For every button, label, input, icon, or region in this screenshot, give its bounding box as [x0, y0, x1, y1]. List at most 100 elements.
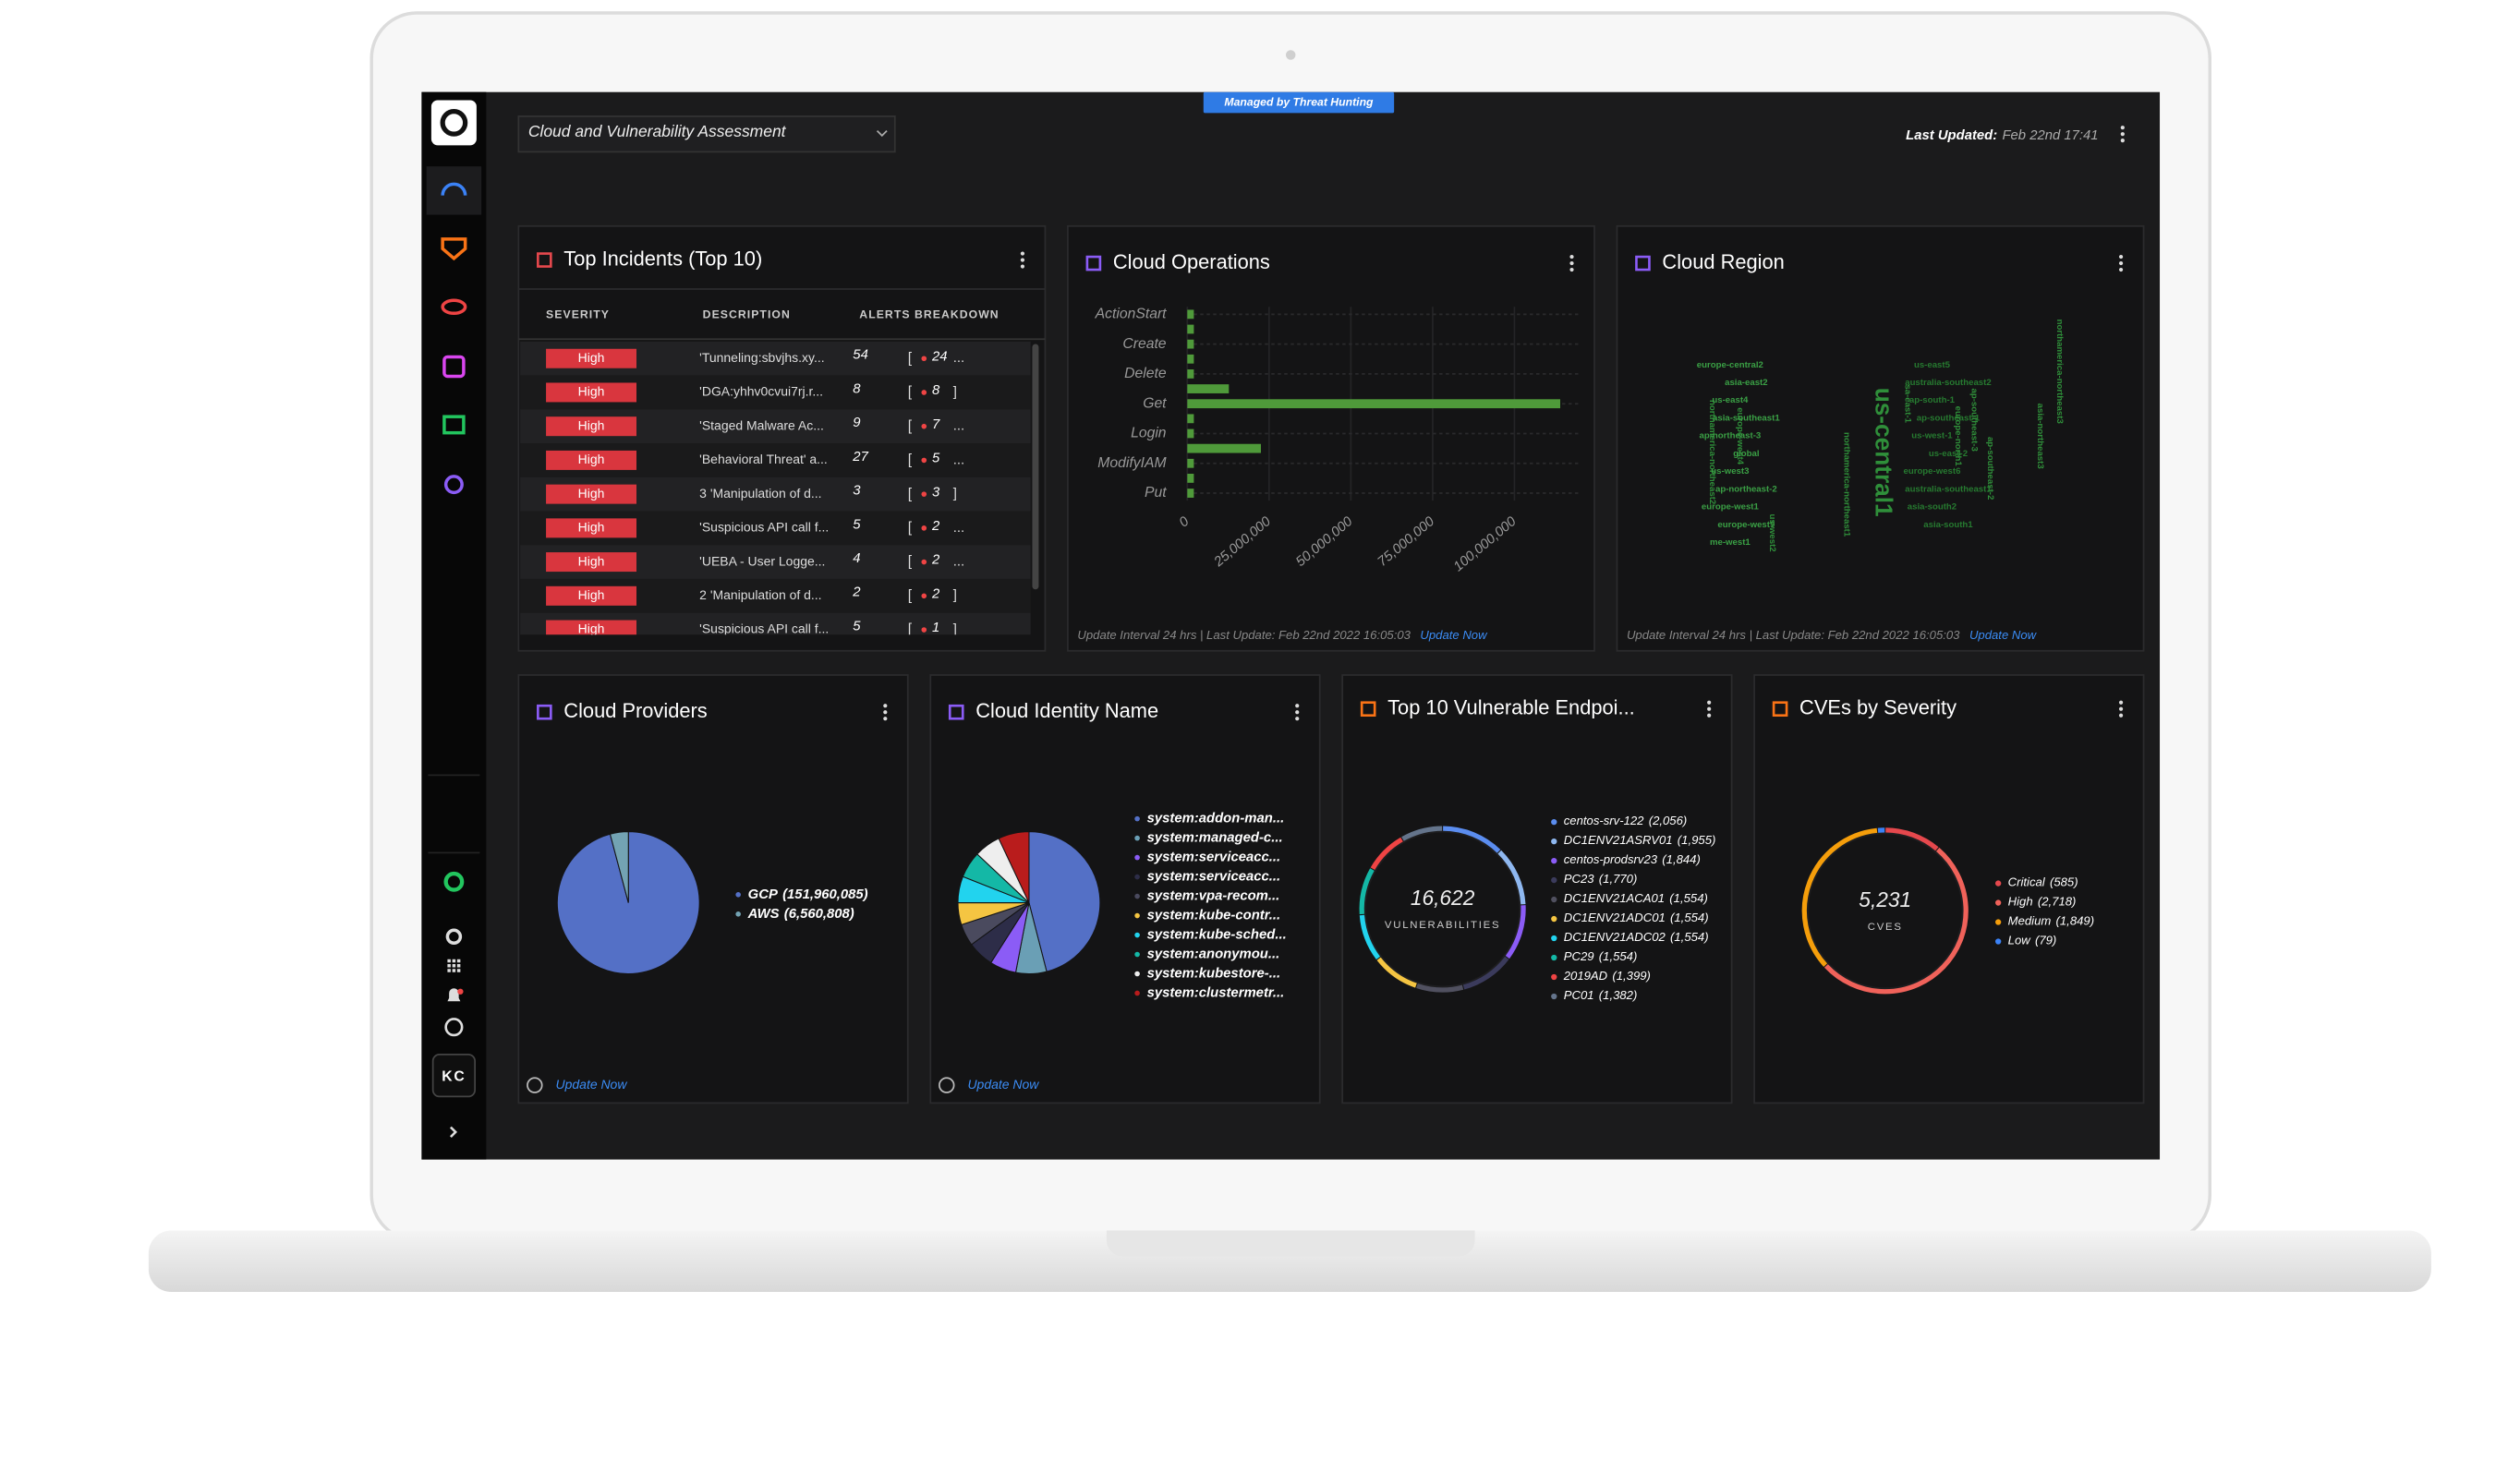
header-menu[interactable] — [2120, 126, 2125, 143]
legend-entry[interactable]: system:vpa-recom... — [1147, 888, 1280, 903]
bar[interactable] — [1187, 458, 1194, 468]
donut-segment[interactable] — [1401, 826, 1443, 841]
legend-entry[interactable]: DC1ENV21ADC02 (1,554) — [1564, 930, 1709, 944]
status-icon[interactable] — [443, 871, 465, 892]
legend-entry[interactable]: PC29 (1,554) — [1564, 949, 1638, 963]
donut-segment[interactable] — [1370, 837, 1403, 871]
severity-badge — [546, 620, 636, 635]
legend-entry[interactable]: DC1ENV21ACA01 (1,554) — [1564, 892, 1708, 906]
legend-entry[interactable]: Low (79) — [2008, 934, 2057, 947]
apps-icon[interactable] — [447, 959, 461, 972]
update-link[interactable]: Update Now — [967, 1077, 1039, 1092]
bar[interactable] — [1187, 324, 1194, 334]
bar[interactable] — [1187, 354, 1194, 364]
donut-segment[interactable] — [1376, 957, 1417, 988]
panel-footer: Update Interval 24 hrs | Last Update: Fe… — [1627, 628, 2038, 642]
donut-segment[interactable] — [1359, 868, 1375, 915]
donut-segment[interactable] — [1885, 827, 1939, 851]
nav-icon[interactable] — [442, 415, 466, 435]
legend-entry[interactable]: centos-srv-122 (2,056) — [1564, 814, 1687, 828]
legend-entry[interactable]: DC1ENV21ADC01 (1,554) — [1564, 911, 1709, 925]
help-icon[interactable] — [444, 1018, 464, 1037]
donut-segment[interactable] — [1505, 905, 1526, 959]
legend-entry[interactable]: DC1ENV21ASRV01 (1,955) — [1564, 834, 1716, 848]
panel-menu[interactable] — [1569, 254, 1574, 272]
bar[interactable] — [1187, 414, 1194, 424]
severity: High — [578, 417, 605, 432]
legend-entry[interactable]: PC23 (1,770) — [1564, 873, 1638, 887]
nav-icon[interactable] — [443, 475, 464, 495]
pie-slice[interactable] — [609, 831, 629, 903]
legend-entry[interactable]: system:kube-sched... — [1147, 927, 1287, 942]
update-link[interactable]: Update Now — [556, 1077, 628, 1092]
legend-entry[interactable]: AWS (6,560,808) — [747, 907, 854, 922]
nav-icon[interactable] — [441, 298, 467, 316]
legend-entry[interactable]: system:managed-c... — [1147, 831, 1283, 846]
bar[interactable] — [1187, 399, 1560, 409]
pie-slice[interactable] — [998, 831, 1030, 903]
description: 'Suspicious API call f... — [699, 520, 829, 535]
scrollbar[interactable] — [1032, 344, 1039, 590]
panel-menu[interactable] — [1707, 700, 1712, 718]
bar[interactable] — [1187, 443, 1261, 453]
update-link[interactable]: Update Now — [1969, 628, 2038, 642]
menu-dot — [1707, 713, 1712, 718]
user-avatar[interactable] — [431, 1054, 476, 1098]
bar[interactable] — [1187, 489, 1194, 498]
bar[interactable] — [1187, 384, 1230, 393]
legend-entry[interactable]: High (2,718) — [2008, 895, 2077, 909]
legend-entry[interactable]: PC01 (1,382) — [1564, 988, 1638, 1002]
panel-menu[interactable] — [1295, 704, 1300, 721]
bar[interactable] — [1187, 339, 1194, 349]
bar[interactable] — [1187, 428, 1194, 439]
donut-caption: CVES — [1868, 922, 1903, 933]
panel-menu[interactable] — [883, 704, 888, 721]
legend-entry[interactable]: Critical (585) — [2008, 875, 2078, 889]
legend-entry[interactable]: GCP (151,960,085) — [748, 887, 868, 902]
nav-icon[interactable] — [441, 237, 467, 261]
bar[interactable] — [1187, 474, 1194, 483]
dashboard-select[interactable] — [517, 115, 896, 153]
legend-entry[interactable]: system:serviceacc... — [1147, 851, 1281, 865]
logo[interactable] — [430, 100, 477, 146]
column-header: ALERTS BREAKDOWN — [859, 308, 999, 320]
legend-entry[interactable]: system:anonymou... — [1147, 947, 1280, 961]
nav-icon[interactable] — [441, 182, 467, 196]
pie-slice[interactable] — [1028, 831, 1101, 972]
nav-icon[interactable] — [442, 355, 466, 379]
legend-entry[interactable]: system:serviceacc... — [1147, 869, 1281, 884]
donut-segment[interactable] — [1823, 847, 1969, 995]
legend-entry[interactable]: 2019AD (1,399) — [1563, 969, 1651, 983]
donut-segment[interactable] — [1801, 827, 1878, 967]
donut-segment[interactable] — [1462, 956, 1509, 990]
update-link[interactable]: Update Now — [1420, 628, 1488, 642]
panel-menu[interactable] — [2118, 700, 2124, 718]
bar[interactable] — [1187, 369, 1194, 379]
donut-segment[interactable] — [1416, 983, 1464, 993]
expand-icon[interactable] — [449, 1126, 457, 1139]
legend-entry[interactable]: system:kube-contr... — [1147, 908, 1281, 923]
panel-menu[interactable] — [2118, 254, 2124, 272]
legend-entry[interactable]: system:kubestore-... — [1147, 966, 1281, 981]
legend-name: system:kube-contr... — [1147, 908, 1281, 923]
bar[interactable] — [1187, 309, 1194, 320]
legend-swatch — [1134, 932, 1140, 938]
notification-icon[interactable] — [447, 988, 461, 1002]
row-bg[interactable] — [520, 612, 1031, 647]
breakdown-count: 5 — [932, 452, 940, 466]
severity: High — [578, 520, 605, 535]
bracket: [ — [908, 520, 913, 536]
donut-segment[interactable] — [1497, 850, 1526, 905]
legend-entry[interactable]: system:addon-man... — [1147, 812, 1285, 826]
alert-count: 5 — [853, 517, 861, 532]
legend-entry[interactable]: system:clustermetr... — [1147, 985, 1285, 1000]
donut-segment[interactable] — [1359, 914, 1381, 959]
settings-icon[interactable] — [445, 928, 463, 946]
panel-menu[interactable] — [1020, 251, 1025, 269]
legend-name: system:clustermetr... — [1147, 985, 1285, 1000]
legend-entry[interactable]: centos-prodsrv23 (1,844) — [1564, 853, 1701, 867]
menu-dot — [2118, 700, 2124, 705]
panel-title: Cloud Providers — [563, 699, 707, 722]
legend-entry[interactable]: Medium (1,849) — [2008, 914, 2094, 928]
donut-segment[interactable] — [1443, 826, 1501, 853]
